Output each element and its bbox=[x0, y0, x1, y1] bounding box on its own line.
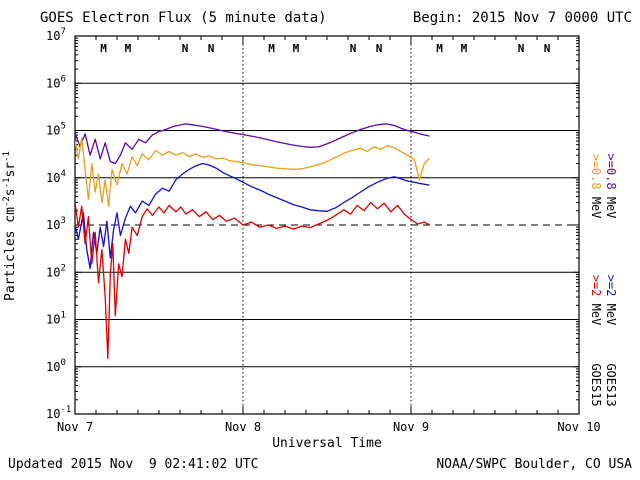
series-line bbox=[75, 123, 430, 165]
y-tick-label: 106 bbox=[46, 74, 66, 90]
legend-satellite-label: GOES15 bbox=[589, 363, 603, 406]
y-tick-label: 105 bbox=[46, 122, 66, 138]
page-title: GOES Electron Flux (5 minute data) bbox=[40, 10, 327, 26]
y-tick-label: 102 bbox=[46, 263, 66, 279]
legend-channel-label: >=0.8 MeV bbox=[589, 153, 603, 218]
local-time-marker: M bbox=[293, 42, 300, 55]
local-time-marker: N bbox=[376, 42, 383, 55]
y-tick-label: 100 bbox=[46, 358, 66, 374]
y-tick-label: 10-1 bbox=[46, 405, 71, 421]
local-time-marker: M bbox=[125, 42, 132, 55]
x-tick-label: Nov 9 bbox=[393, 420, 429, 434]
y-axis-title: Particles cm-2s-1sr-1 bbox=[2, 151, 18, 301]
source-attribution: NOAA/SWPC Boulder, CO USA bbox=[436, 457, 632, 472]
series-line bbox=[75, 162, 430, 270]
x-tick-label: Nov 10 bbox=[557, 420, 600, 434]
begin-timestamp: Begin: 2015 Nov 7 0000 UTC bbox=[413, 10, 632, 26]
legend-channel-label: >=0.8 MeV bbox=[604, 153, 618, 218]
local-time-marker: N bbox=[518, 42, 525, 55]
legend-channel-label: >=2 MeV bbox=[604, 275, 618, 326]
legend-satellite-label: GOES13 bbox=[604, 363, 618, 406]
local-time-marker: M bbox=[461, 42, 468, 55]
local-time-marker: N bbox=[544, 42, 551, 55]
x-axis-title: Universal Time bbox=[272, 436, 382, 451]
y-tick-label: 101 bbox=[46, 311, 66, 327]
legend-channel-label: >=2 MeV bbox=[589, 275, 603, 326]
series-line bbox=[75, 137, 430, 207]
local-time-marker: N bbox=[208, 42, 215, 55]
updated-timestamp: Updated 2015 Nov 9 02:41:02 UTC bbox=[8, 457, 258, 472]
x-tick-label: Nov 7 bbox=[57, 420, 93, 434]
local-time-marker: M bbox=[436, 42, 443, 55]
local-time-marker: M bbox=[268, 42, 275, 55]
y-tick-label: 104 bbox=[46, 169, 66, 185]
x-tick-label: Nov 8 bbox=[225, 420, 261, 434]
y-tick-label: 107 bbox=[46, 27, 66, 43]
local-time-marker: N bbox=[350, 42, 357, 55]
chart-layer: M M N N M M N N M M N N Nov 7 Nov 8 Nov 9 Nov 10 Univers… bbox=[2, 27, 618, 451]
local-time-marker: N bbox=[182, 42, 189, 55]
local-time-marker: M bbox=[100, 42, 107, 55]
series-line bbox=[75, 201, 430, 360]
y-tick-label: 103 bbox=[46, 216, 66, 232]
